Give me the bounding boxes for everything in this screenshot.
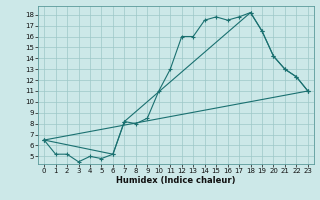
- X-axis label: Humidex (Indice chaleur): Humidex (Indice chaleur): [116, 176, 236, 185]
